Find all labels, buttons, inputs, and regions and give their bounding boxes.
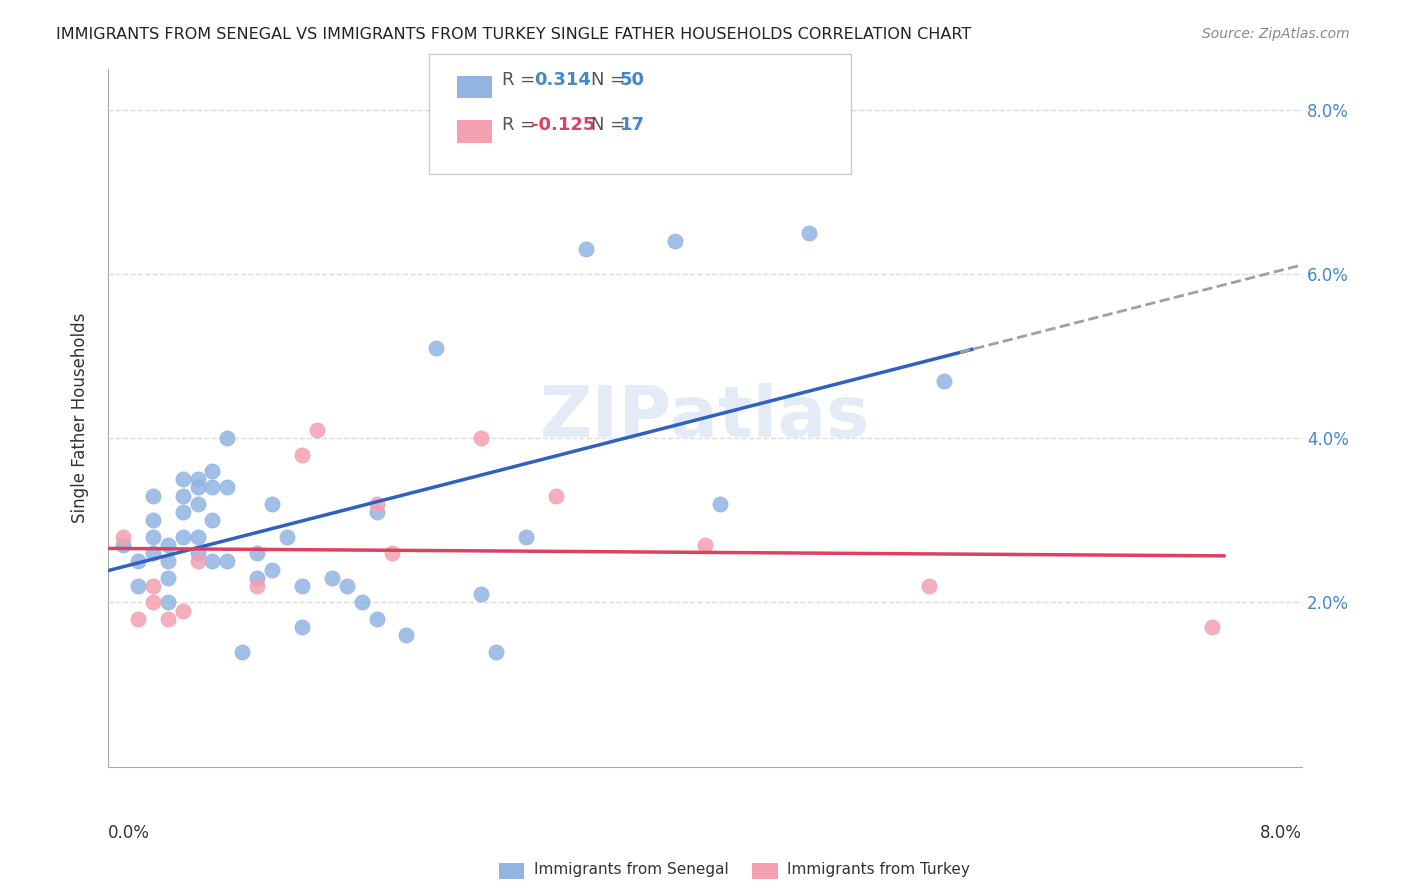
Point — [291, 620, 314, 634]
Point — [127, 612, 149, 626]
Point — [127, 579, 149, 593]
Point — [305, 423, 328, 437]
Text: ZIPatlas: ZIPatlas — [540, 384, 870, 452]
Point — [262, 497, 284, 511]
Point — [425, 341, 447, 355]
Point — [111, 530, 134, 544]
Point — [186, 546, 208, 560]
Point — [156, 595, 179, 609]
Text: R =: R = — [502, 116, 541, 134]
Point — [186, 530, 208, 544]
Point — [186, 554, 208, 568]
Text: Source: ZipAtlas.com: Source: ZipAtlas.com — [1202, 27, 1350, 41]
Point — [201, 513, 224, 527]
Point — [172, 530, 194, 544]
Text: -0.125: -0.125 — [531, 116, 596, 134]
Text: Immigrants from Turkey: Immigrants from Turkey — [787, 863, 970, 877]
Point — [217, 431, 239, 445]
Point — [515, 530, 537, 544]
Text: IMMIGRANTS FROM SENEGAL VS IMMIGRANTS FROM TURKEY SINGLE FATHER HOUSEHOLDS CORRE: IMMIGRANTS FROM SENEGAL VS IMMIGRANTS FR… — [56, 27, 972, 42]
Text: 17: 17 — [620, 116, 645, 134]
Point — [246, 579, 269, 593]
Point — [201, 554, 224, 568]
Point — [186, 497, 208, 511]
Y-axis label: Single Father Households: Single Father Households — [72, 312, 89, 523]
Point — [217, 554, 239, 568]
Text: 0.314: 0.314 — [534, 71, 591, 89]
Point — [291, 448, 314, 462]
Point — [142, 513, 165, 527]
Point — [231, 645, 253, 659]
Text: N =: N = — [591, 116, 630, 134]
Point — [485, 645, 508, 659]
Point — [395, 628, 418, 642]
Point — [217, 480, 239, 494]
Text: 0.0%: 0.0% — [108, 824, 150, 842]
Point — [142, 489, 165, 503]
Point — [156, 554, 179, 568]
Point — [932, 374, 955, 388]
Point — [664, 234, 686, 248]
Point — [201, 480, 224, 494]
Point — [366, 612, 388, 626]
Point — [172, 472, 194, 486]
Point — [291, 579, 314, 593]
Point — [709, 497, 731, 511]
Point — [246, 571, 269, 585]
Point — [111, 538, 134, 552]
Point — [336, 579, 359, 593]
Point — [186, 472, 208, 486]
Point — [799, 226, 821, 240]
Point — [470, 587, 492, 601]
Point — [142, 530, 165, 544]
Point — [172, 505, 194, 519]
Point — [321, 571, 343, 585]
Point — [693, 538, 716, 552]
Point — [201, 464, 224, 478]
Point — [142, 579, 165, 593]
Point — [156, 612, 179, 626]
Point — [350, 595, 373, 609]
Text: N =: N = — [591, 71, 630, 89]
Point — [262, 563, 284, 577]
Point — [276, 530, 298, 544]
Text: 8.0%: 8.0% — [1260, 824, 1302, 842]
Text: Immigrants from Senegal: Immigrants from Senegal — [534, 863, 730, 877]
Point — [574, 242, 596, 256]
Point — [380, 546, 402, 560]
Point — [172, 489, 194, 503]
Point — [156, 571, 179, 585]
Point — [544, 489, 567, 503]
Point — [142, 546, 165, 560]
Point — [156, 538, 179, 552]
Text: 50: 50 — [620, 71, 645, 89]
Point — [366, 505, 388, 519]
Point — [246, 546, 269, 560]
Point — [186, 480, 208, 494]
Point — [366, 497, 388, 511]
Point — [172, 604, 194, 618]
Point — [918, 579, 941, 593]
Point — [142, 595, 165, 609]
Point — [1201, 620, 1223, 634]
Text: R =: R = — [502, 71, 541, 89]
Point — [470, 431, 492, 445]
Point — [127, 554, 149, 568]
